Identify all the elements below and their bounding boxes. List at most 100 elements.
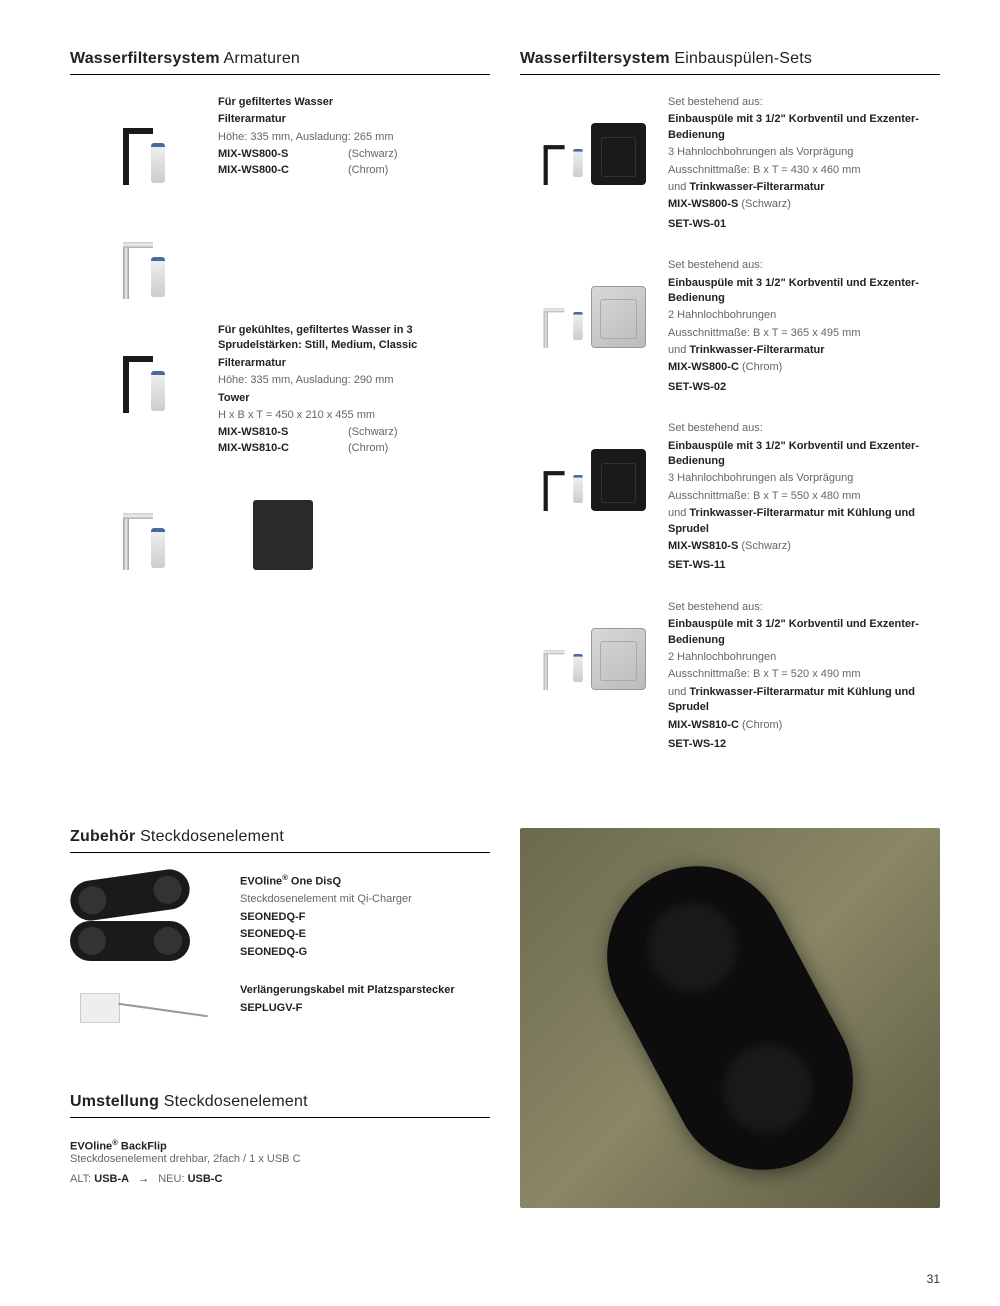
alt-label: ALT: (70, 1173, 91, 1185)
product-ws810-black: Für gekühltes, gefiltertes Wasser in 3 S… (70, 323, 490, 456)
umstellung-rule (70, 1117, 490, 1118)
evoline-title-pre: EVOline (240, 876, 282, 888)
sink-steel-icon (591, 628, 646, 690)
zubehor-heading-light: Steckdosenelement (140, 828, 284, 845)
zubehor-column: Zubehör Steckdosenelement EVOline® One D… (70, 828, 490, 1208)
faucet-black-icon (105, 110, 145, 185)
zubehor-heading-bold: Zubehör (70, 828, 135, 845)
filter-cartridge-icon (151, 528, 165, 568)
finish: (Schwarz) (741, 540, 791, 552)
set-intro: Set bestehend aus: (668, 421, 940, 436)
evoline-title-post: One DisQ (288, 876, 341, 888)
product-image (70, 95, 200, 185)
product-title: Für gefiltertes Wasser (218, 95, 490, 110)
set-intro: Set bestehend aus: (668, 95, 940, 110)
arrow-icon: → (138, 1173, 149, 1185)
set-spec: Trinkwasser-Filterarmatur mit Kühlung un… (668, 507, 915, 534)
set-intro: Set bestehend aus: (668, 600, 940, 615)
finish: (Schwarz) (741, 198, 791, 210)
filter-cartridge-icon (151, 143, 165, 183)
product-dims: Höhe: 335 mm, Ausladung: 265 mm (218, 130, 490, 145)
product-subtitle: Filterarmatur (218, 112, 490, 127)
page-number: 31 (927, 1272, 940, 1286)
tower-dims: H x B x T = 450 x 210 x 455 mm (218, 408, 490, 423)
sku-row: MIX-WS800-C (Chrom) (218, 163, 490, 178)
set-spec: 3 Hahnlochbohrungen als Vorprägung (668, 145, 940, 160)
umstellung-section: Umstellung Steckdosenelement EVOline® Ba… (70, 1093, 490, 1185)
set-ws-01: Set bestehend aus: Einbauspüle mit 3 1/2… (520, 95, 940, 234)
alt-value: USB-A (94, 1173, 129, 1185)
filter-cartridge-icon (573, 654, 583, 682)
product-dims: Höhe: 335 mm, Ausladung: 290 mm (218, 373, 490, 388)
set-spec: Einbauspüle mit 3 1/2" Korbventil und Ex… (668, 112, 940, 143)
armaturen-column: Wasserfiltersystem Armaturen Für gefilte… (70, 50, 490, 778)
set-ws-12: Set bestehend aus: Einbauspüle mit 3 1/2… (520, 600, 940, 755)
set-spec: Einbauspüle mit 3 1/2" Korbventil und Ex… (668, 617, 940, 648)
set-spec: 3 Hahnlochbohrungen als Vorprägung (668, 471, 940, 486)
product-title: Für gekühltes, gefiltertes Wasser in 3 S… (218, 323, 490, 354)
socket-element-icon (68, 867, 192, 923)
neu-value: USB-C (188, 1173, 223, 1185)
product-subtitle: Filterarmatur (218, 356, 490, 371)
zubehor-heading: Zubehör Steckdosenelement (70, 828, 490, 846)
socket-element-icon (70, 921, 190, 961)
sku: MIX-WS810-C (218, 441, 318, 456)
faucet-black-icon (531, 459, 559, 512)
faucet-chrome-icon (105, 224, 145, 299)
finish: (Schwarz) (348, 147, 398, 162)
finish: (Chrom) (348, 441, 388, 456)
sink-black-icon (591, 123, 646, 185)
finish: (Chrom) (742, 361, 782, 373)
cable-row: Verlängerungskabel mit Platzsparstecker … (70, 983, 490, 1053)
umstellung-heading-light: Steckdosenelement (164, 1093, 308, 1110)
armaturen-rule (70, 74, 490, 75)
cable-image (70, 983, 220, 1053)
finish: (Schwarz) (348, 425, 398, 440)
cable-line-icon (118, 1003, 207, 1018)
sets-heading-bold: Wasserfiltersystem (520, 50, 670, 67)
set-spec: Trinkwasser-Filterarmatur mit Kühlung un… (668, 686, 915, 713)
filter-cartridge-icon (151, 371, 165, 411)
set-code: SET-WS-02 (668, 380, 940, 395)
photo-column (520, 828, 940, 1208)
lifestyle-photo (520, 828, 940, 1208)
product-ws800-chrome-img (70, 209, 490, 299)
sku: MIX-WS800-C (218, 163, 318, 178)
filter-cartridge-icon (573, 475, 583, 503)
neu-label: NEU: (158, 1173, 184, 1185)
filter-cartridge-icon (573, 149, 583, 177)
armaturen-heading-light: Armaturen (224, 50, 301, 67)
sku: MIX-WS810-S (218, 425, 318, 440)
set-ws-11: Set bestehend aus: Einbauspüle mit 3 1/2… (520, 421, 940, 576)
set-sku: MIX-WS800-S (668, 198, 738, 210)
sku: SEONEDQ-E (240, 927, 490, 942)
sets-heading-light: Einbauspülen-Sets (674, 50, 812, 67)
backflip-title-post: BackFlip (118, 1141, 167, 1153)
product-ws810-chrome-tower (70, 480, 490, 570)
sku-row: MIX-WS810-C (Chrom) (218, 441, 490, 456)
set-spec: Ausschnittmaße: B x T = 430 x 460 mm (668, 163, 940, 178)
und-label: und (668, 181, 686, 193)
product-text: Für gefiltertes Wasser Filterarmatur Höh… (218, 95, 490, 178)
sink-black-icon (591, 449, 646, 511)
sets-rule (520, 74, 940, 75)
tower-label: Tower (218, 391, 490, 406)
top-columns: Wasserfiltersystem Armaturen Für gefilte… (70, 50, 940, 778)
set-ws-02: Set bestehend aus: Einbauspüle mit 3 1/2… (520, 258, 940, 397)
set-code: SET-WS-01 (668, 217, 940, 232)
sink-steel-icon (591, 286, 646, 348)
set-spec: Ausschnittmaße: B x T = 520 x 490 mm (668, 667, 940, 682)
set-intro: Set bestehend aus: (668, 258, 940, 273)
set-code: SET-WS-11 (668, 558, 940, 573)
cable-title: Verlängerungskabel mit Platzsparstecker (240, 983, 490, 998)
set-sku: MIX-WS810-S (668, 540, 738, 552)
bottom-columns: Zubehör Steckdosenelement EVOline® One D… (70, 828, 940, 1208)
sku-row: MIX-WS810-S (Schwarz) (218, 425, 490, 440)
zubehor-rule (70, 852, 490, 853)
sku: SEPLUGV-F (240, 1001, 490, 1016)
sets-heading: Wasserfiltersystem Einbauspülen-Sets (520, 50, 940, 68)
set-spec: Einbauspüle mit 3 1/2" Korbventil und Ex… (668, 276, 940, 307)
sku: SEONEDQ-F (240, 910, 490, 925)
faucet-black-icon (105, 338, 145, 413)
set-spec: Einbauspüle mit 3 1/2" Korbventil und Ex… (668, 439, 940, 470)
